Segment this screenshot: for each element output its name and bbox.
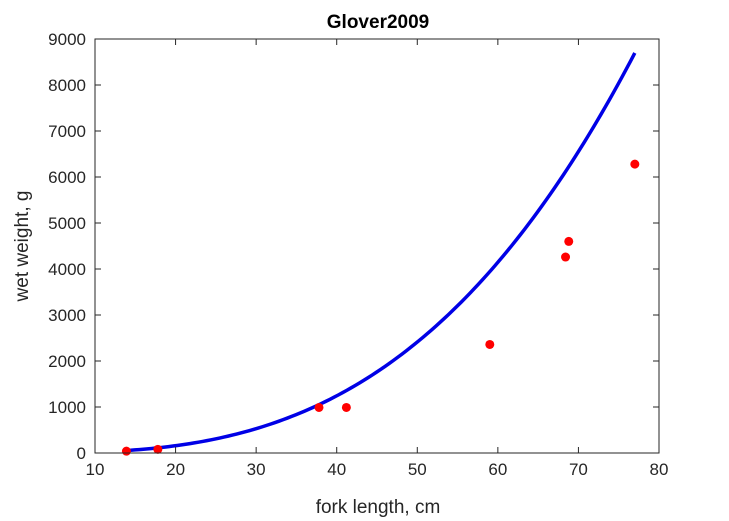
y-axis-label: wet weight, g	[12, 191, 33, 303]
data-point	[630, 159, 640, 169]
data-point	[564, 236, 574, 246]
data-point	[153, 444, 163, 454]
fit-curve-line	[126, 52, 637, 453]
axes: 10 20 30 40 50 60 70 80 0 1000 2000 3000 4000 5000 600…	[48, 30, 668, 479]
y-tick-label: 4000	[48, 260, 86, 279]
data-point	[485, 339, 495, 349]
data-point	[561, 252, 571, 262]
y-tick-label: 0	[77, 444, 86, 463]
y-tick-label: 6000	[48, 168, 86, 187]
x-axis-label: fork length, cm	[316, 497, 441, 518]
y-tick-label: 9000	[48, 30, 86, 49]
x-tick-label: 70	[569, 460, 588, 479]
chart-title: Glover2009	[327, 12, 429, 33]
y-tick-label: 8000	[48, 76, 86, 95]
data-point	[121, 446, 131, 456]
x-tick-label: 10	[86, 460, 105, 479]
x-tick-label: 80	[650, 460, 669, 479]
x-tick-label: 40	[327, 460, 346, 479]
x-tick-label: 50	[408, 460, 427, 479]
axes-box	[94, 38, 660, 454]
x-tick-label: 30	[247, 460, 266, 479]
y-tick-label: 3000	[48, 306, 86, 325]
data-point	[341, 402, 351, 412]
x-tick-label: 60	[488, 460, 507, 479]
x-tick-label: 20	[166, 460, 185, 479]
y-tick-label: 2000	[48, 352, 86, 371]
data-point	[314, 402, 324, 412]
y-tick-label: 7000	[48, 122, 86, 141]
y-tick-label: 1000	[48, 398, 86, 417]
y-tick-label: 5000	[48, 214, 86, 233]
